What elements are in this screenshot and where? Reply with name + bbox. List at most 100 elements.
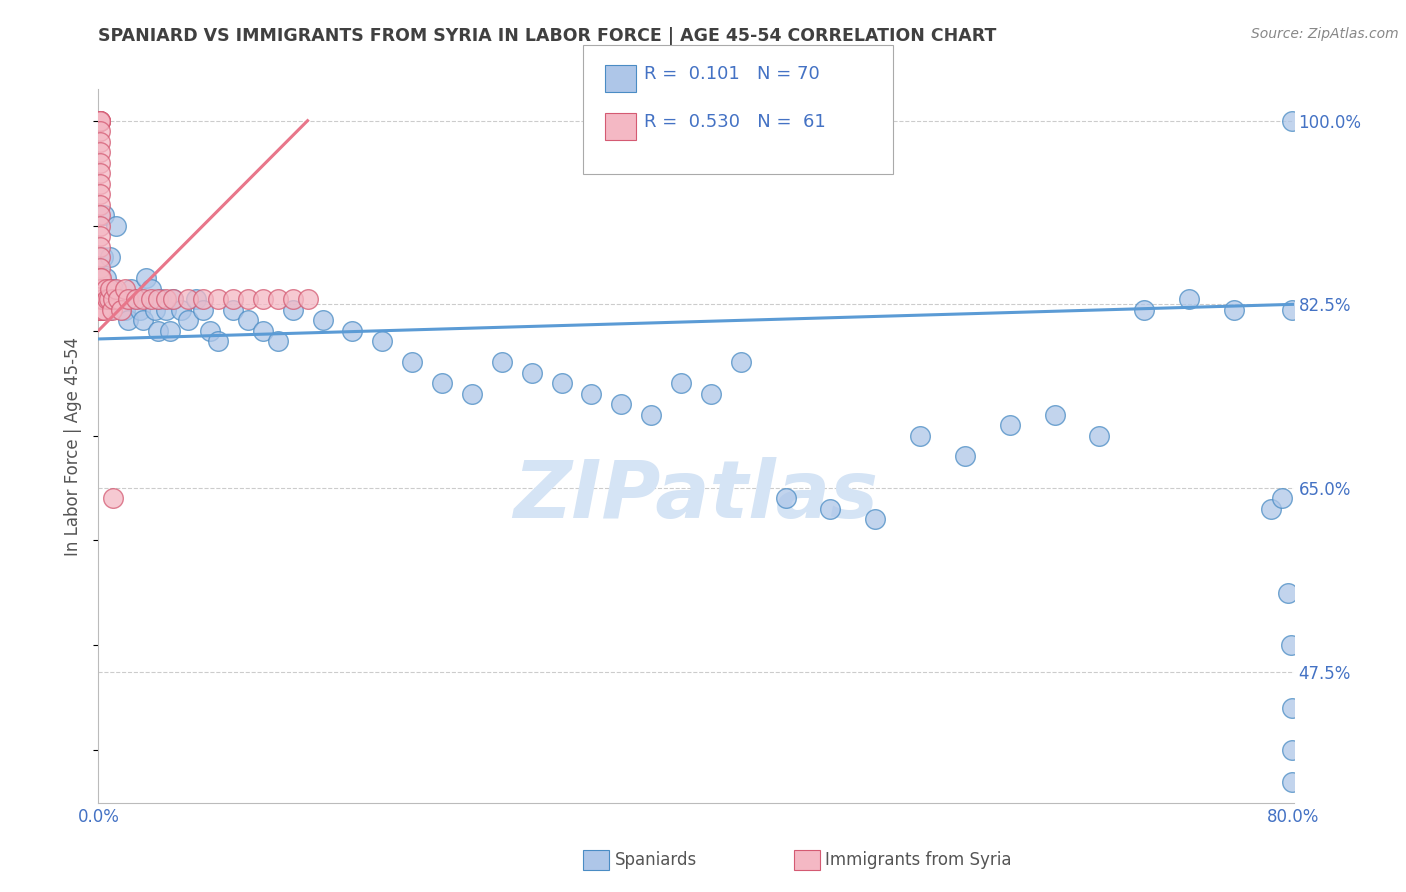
Point xyxy=(89,155,111,169)
Point xyxy=(89,282,111,296)
Point xyxy=(236,292,259,306)
Point xyxy=(581,386,603,401)
Point xyxy=(105,282,128,296)
Point xyxy=(1223,302,1246,317)
Point xyxy=(89,219,111,233)
Point xyxy=(96,292,118,306)
Point xyxy=(1281,113,1303,128)
Point xyxy=(207,334,229,348)
Point xyxy=(820,502,842,516)
Point xyxy=(1043,408,1066,422)
Point xyxy=(371,334,394,348)
Point xyxy=(342,324,364,338)
Point xyxy=(103,491,125,506)
Point xyxy=(110,302,132,317)
Point xyxy=(252,324,274,338)
Text: SPANIARD VS IMMIGRANTS FROM SYRIA IN LABOR FORCE | AGE 45-54 CORRELATION CHART: SPANIARD VS IMMIGRANTS FROM SYRIA IN LAB… xyxy=(98,27,997,45)
Point xyxy=(94,282,117,296)
Point xyxy=(155,292,177,306)
Point xyxy=(90,271,112,285)
Text: R =  0.101   N = 70: R = 0.101 N = 70 xyxy=(644,65,820,83)
Text: Immigrants from Syria: Immigrants from Syria xyxy=(825,851,1012,869)
Point xyxy=(953,450,976,464)
Point xyxy=(998,417,1021,432)
Point xyxy=(1260,502,1282,516)
Text: R =  0.530   N =  61: R = 0.530 N = 61 xyxy=(644,113,825,131)
Point xyxy=(281,292,304,306)
Point xyxy=(89,187,111,202)
Point xyxy=(110,292,132,306)
Point xyxy=(1277,586,1299,600)
Text: ZIPatlas: ZIPatlas xyxy=(513,457,879,535)
Point xyxy=(89,113,111,128)
Point xyxy=(93,208,115,222)
Point xyxy=(162,292,184,306)
Point xyxy=(491,355,513,369)
Point xyxy=(730,355,752,369)
Point xyxy=(89,145,111,160)
Point xyxy=(90,282,112,296)
Point xyxy=(89,302,111,317)
Point xyxy=(461,386,484,401)
Point xyxy=(865,512,887,526)
Point xyxy=(117,292,139,306)
Point xyxy=(105,219,128,233)
Point xyxy=(89,302,111,317)
Point xyxy=(89,197,111,211)
Point xyxy=(1133,302,1156,317)
Point xyxy=(430,376,453,390)
Point xyxy=(1088,428,1111,442)
Point xyxy=(297,292,319,306)
Point xyxy=(93,302,115,317)
Point xyxy=(252,292,274,306)
Point xyxy=(550,376,572,390)
Point xyxy=(200,324,222,338)
Point xyxy=(150,292,173,306)
Text: Source: ZipAtlas.com: Source: ZipAtlas.com xyxy=(1251,27,1399,41)
Point xyxy=(89,166,111,180)
Point xyxy=(162,292,184,306)
Point xyxy=(103,282,125,296)
Point xyxy=(89,124,111,138)
Point xyxy=(89,302,111,317)
Point xyxy=(132,313,155,327)
Point xyxy=(1281,701,1303,715)
Point xyxy=(96,292,118,306)
Point xyxy=(610,397,633,411)
Point xyxy=(89,113,111,128)
Point xyxy=(89,113,111,128)
Point xyxy=(125,292,148,306)
Point xyxy=(89,135,111,149)
Point xyxy=(159,324,181,338)
Point xyxy=(281,302,304,317)
Point xyxy=(125,292,148,306)
Point xyxy=(89,302,111,317)
Point xyxy=(207,292,229,306)
Point xyxy=(117,313,139,327)
Point xyxy=(191,292,214,306)
Point xyxy=(91,250,114,264)
Point xyxy=(89,302,111,317)
Point xyxy=(177,292,200,306)
Point xyxy=(89,177,111,191)
Y-axis label: In Labor Force | Age 45-54: In Labor Force | Age 45-54 xyxy=(65,336,83,556)
Point xyxy=(155,302,177,317)
Point xyxy=(132,292,155,306)
Point xyxy=(775,491,797,506)
Point xyxy=(107,292,129,306)
Point xyxy=(177,313,200,327)
Point xyxy=(184,292,207,306)
Point xyxy=(640,408,662,422)
Point xyxy=(100,250,122,264)
Point xyxy=(89,250,111,264)
Point xyxy=(135,271,157,285)
Point xyxy=(1271,491,1294,506)
Point xyxy=(520,366,543,380)
Point xyxy=(90,282,112,296)
Point xyxy=(311,313,333,327)
Point xyxy=(89,260,111,275)
Point xyxy=(236,313,259,327)
Point xyxy=(89,302,111,317)
Point xyxy=(908,428,931,442)
Point xyxy=(191,302,214,317)
